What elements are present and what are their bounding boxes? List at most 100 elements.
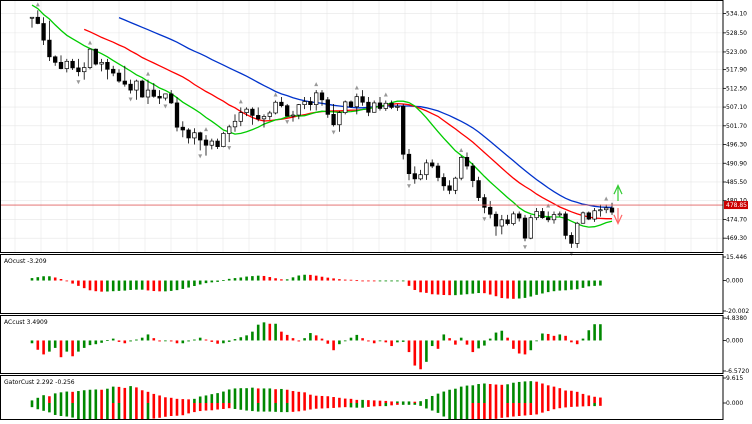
histogram-bar xyxy=(587,280,591,287)
histogram-bar xyxy=(483,340,486,346)
histogram-bar xyxy=(390,280,393,282)
histogram-bar xyxy=(140,337,144,341)
histogram-bar xyxy=(274,323,277,341)
gator-lower-bar xyxy=(71,403,74,418)
candle-bear xyxy=(517,213,522,219)
histogram-bar xyxy=(65,280,69,282)
candle-bull xyxy=(209,140,214,146)
gator-lower-bar xyxy=(59,403,63,417)
gator-lower-bar xyxy=(36,403,40,410)
gator-lower-bar xyxy=(587,403,591,407)
histogram-bar xyxy=(419,340,422,370)
gator-upper-bar xyxy=(291,391,295,403)
candle-bear xyxy=(586,212,591,220)
gator-upper-bar xyxy=(338,397,341,403)
gator-lower-bar xyxy=(558,403,562,409)
histogram-bar xyxy=(541,280,544,294)
candle-bear xyxy=(476,180,481,198)
histogram-bar xyxy=(303,274,306,281)
histogram-bar xyxy=(477,280,480,294)
gator-lower-bar xyxy=(146,403,150,420)
histogram-bar xyxy=(227,340,231,342)
gator-lower-bar xyxy=(483,403,486,421)
candle-bull xyxy=(499,219,504,227)
candle-bull xyxy=(337,112,342,126)
histogram-bar xyxy=(442,334,446,341)
candle-bear xyxy=(180,126,185,131)
gator-upper-bar xyxy=(82,390,86,403)
candle-bear xyxy=(412,173,417,180)
candle-bear xyxy=(447,185,452,191)
gator-upper-bar xyxy=(181,399,185,403)
fractal-down-marker xyxy=(128,97,133,102)
histogram-bar xyxy=(204,339,208,341)
candle-bear xyxy=(406,153,412,175)
candle-bear xyxy=(377,102,383,109)
histogram-bar xyxy=(164,340,167,342)
gator-lower-bar xyxy=(477,403,480,422)
gator-lower-bar xyxy=(500,403,504,418)
price-axis-label: 517.90 xyxy=(726,67,747,74)
gator-lower-bar xyxy=(326,403,330,409)
fractal-down-marker xyxy=(76,80,81,85)
candle-bull xyxy=(528,217,533,239)
gator-lower-bar xyxy=(430,403,434,411)
histogram-bar xyxy=(390,340,393,347)
fractal-down-marker xyxy=(523,245,527,250)
gator-upper-bar xyxy=(100,389,103,403)
histogram-bar xyxy=(529,340,533,351)
gator-lower-bar xyxy=(343,403,347,408)
candle-bull xyxy=(354,96,359,108)
histogram-bar xyxy=(152,280,156,292)
histogram-bar xyxy=(587,330,591,341)
histogram-bar xyxy=(71,280,74,284)
gator-lower-bar xyxy=(204,403,208,411)
candle-bull xyxy=(511,213,516,224)
gator-upper-bar xyxy=(303,392,306,403)
candle-bear xyxy=(522,217,528,239)
gator-lower-bar xyxy=(320,403,324,409)
histogram-bar xyxy=(361,280,364,282)
histogram-bar xyxy=(436,280,440,295)
gator-lower-bar xyxy=(256,403,260,412)
histogram-bar xyxy=(372,340,376,344)
fractal-down-marker xyxy=(407,184,411,189)
histogram-bar xyxy=(291,338,295,341)
histogram-bar xyxy=(274,278,277,281)
gator-upper-bar xyxy=(285,389,289,403)
fractal-down-marker xyxy=(198,154,203,159)
histogram-bar xyxy=(320,276,324,281)
gator-upper-bar xyxy=(483,383,486,403)
candle-bull xyxy=(580,212,586,224)
gator-lower-bar xyxy=(129,403,132,422)
gator-upper-bar xyxy=(94,389,98,403)
histogram-bar xyxy=(512,340,515,349)
candle-bear xyxy=(482,197,487,208)
histogram-bar xyxy=(523,280,527,298)
gator-lower-bar xyxy=(523,403,527,416)
gator-upper-bar xyxy=(106,388,109,403)
histogram-bar xyxy=(245,335,248,341)
candle-bull xyxy=(372,102,377,113)
histogram-bar xyxy=(593,280,596,286)
indicator-axis-label: 0.000 xyxy=(726,278,743,285)
histogram-bar xyxy=(169,280,173,291)
candle-bull xyxy=(296,104,301,116)
gator-lower-bar xyxy=(570,403,573,407)
histogram-bar xyxy=(135,339,138,341)
histogram-bar xyxy=(465,280,469,295)
gator-lower-bar xyxy=(222,403,225,409)
candle-bear xyxy=(464,157,470,167)
candle-bull xyxy=(395,106,400,108)
gator-upper-bar xyxy=(512,382,515,403)
candle-bear xyxy=(569,235,574,244)
histogram-bar xyxy=(239,337,243,341)
candle-bull xyxy=(534,211,539,219)
histogram-bar xyxy=(546,280,550,293)
histogram-bar xyxy=(106,280,109,292)
histogram-bar xyxy=(239,277,243,281)
histogram-bar xyxy=(111,338,115,341)
gator-lower-bar xyxy=(494,403,498,419)
